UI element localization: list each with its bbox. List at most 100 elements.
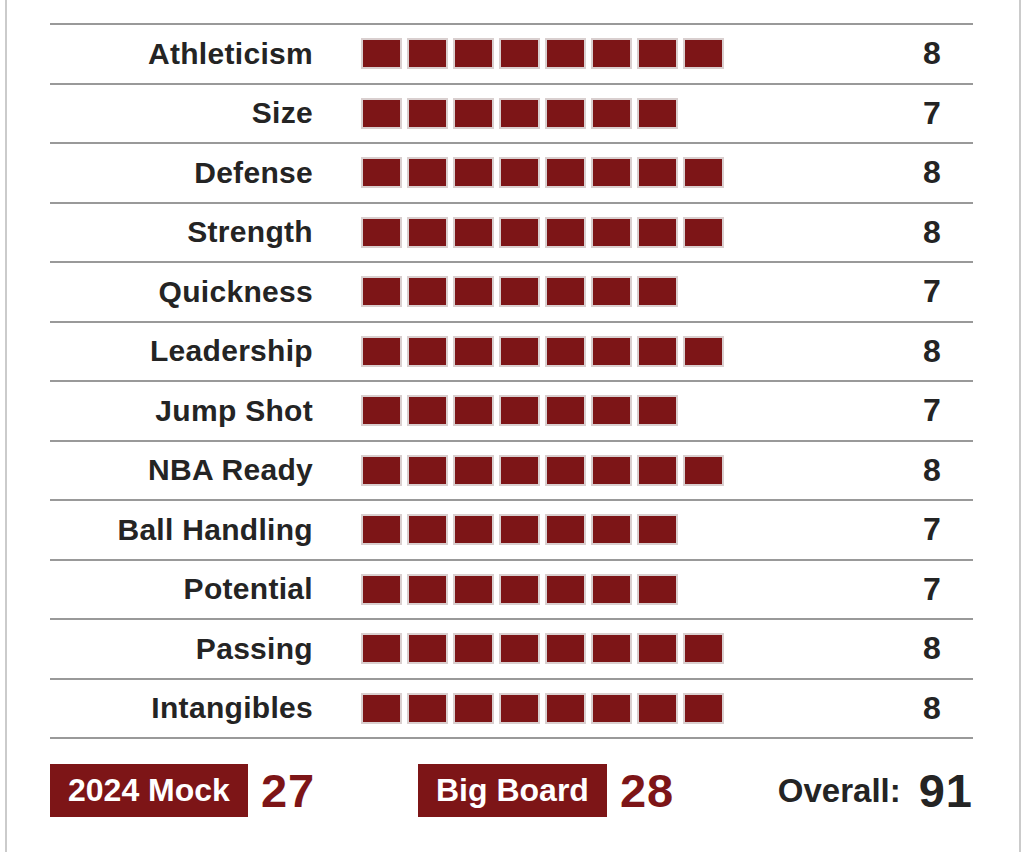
rating-label: Intangibles: [50, 691, 313, 725]
rating-block: [407, 217, 448, 248]
rating-block: [683, 38, 724, 69]
rating-block: [499, 574, 540, 605]
rating-value: 8: [907, 333, 957, 370]
rating-block: [683, 336, 724, 367]
big-board-group: Big Board 28: [418, 764, 674, 817]
rating-block: [545, 633, 586, 664]
mock-draft-group: 2024 Mock 27: [50, 764, 315, 817]
rating-block: [591, 693, 632, 724]
rating-block: [683, 157, 724, 188]
rating-label: Athleticism: [50, 37, 313, 71]
rating-block: [453, 98, 494, 129]
rating-block: [453, 455, 494, 486]
rating-value: 8: [907, 214, 957, 251]
rating-bar: [361, 455, 724, 486]
rating-block: [545, 336, 586, 367]
rating-block: [499, 276, 540, 307]
footer-summary: 2024 Mock 27 Big Board 28 Overall: 91: [50, 764, 973, 817]
card-right-edge: [1019, 0, 1021, 852]
rating-block: [407, 276, 448, 307]
rating-row: Ball Handling7: [50, 499, 973, 559]
rating-block: [499, 98, 540, 129]
rating-block: [407, 455, 448, 486]
rating-block: [591, 395, 632, 426]
rating-block: [545, 574, 586, 605]
big-board-badge: Big Board: [418, 764, 607, 817]
rating-block: [499, 38, 540, 69]
rating-block: [545, 693, 586, 724]
rating-bar: [361, 276, 678, 307]
rating-block: [499, 455, 540, 486]
rating-block: [361, 217, 402, 248]
rating-block: [361, 633, 402, 664]
rating-block: [637, 395, 678, 426]
rating-bar: [361, 633, 724, 664]
rating-label: NBA Ready: [50, 453, 313, 487]
rating-block: [499, 157, 540, 188]
rating-bar: [361, 514, 678, 545]
rating-bar: [361, 217, 724, 248]
rating-block: [361, 157, 402, 188]
rating-block: [453, 157, 494, 188]
rating-value: 8: [907, 690, 957, 727]
rating-block: [637, 38, 678, 69]
rating-block: [683, 633, 724, 664]
rating-block: [545, 276, 586, 307]
card-left-edge: [5, 0, 7, 852]
rating-block: [361, 574, 402, 605]
rating-block: [361, 395, 402, 426]
big-board-value: 28: [620, 763, 674, 818]
rating-value: 7: [907, 273, 957, 310]
rating-value: 7: [907, 571, 957, 608]
rating-block: [499, 336, 540, 367]
rating-value: 8: [907, 630, 957, 667]
rating-block: [683, 217, 724, 248]
rating-block: [545, 455, 586, 486]
rating-block: [453, 633, 494, 664]
rating-block: [545, 514, 586, 545]
rating-block: [683, 693, 724, 724]
rating-block: [637, 217, 678, 248]
rating-block: [637, 98, 678, 129]
rating-row: Athleticism8: [50, 23, 973, 83]
rating-row: Potential 7: [50, 559, 973, 619]
rating-block: [545, 157, 586, 188]
rating-block: [637, 574, 678, 605]
overall-group: Overall: 91: [778, 764, 973, 817]
rating-block: [637, 455, 678, 486]
rating-block: [499, 514, 540, 545]
rating-block: [545, 217, 586, 248]
rating-block: [453, 514, 494, 545]
rating-block: [591, 217, 632, 248]
rating-label: Defense: [50, 156, 313, 190]
rating-block: [591, 38, 632, 69]
rating-block: [545, 38, 586, 69]
rating-row: NBA Ready8: [50, 440, 973, 500]
rating-block: [407, 98, 448, 129]
rating-label: Quickness: [50, 275, 313, 309]
rating-block: [407, 514, 448, 545]
rating-block: [499, 395, 540, 426]
rating-row: Leadership8: [50, 321, 973, 381]
rating-row: Jump Shot7: [50, 380, 973, 440]
rating-block: [453, 217, 494, 248]
rating-block: [361, 514, 402, 545]
rating-block: [591, 633, 632, 664]
rating-label: Potential: [50, 572, 313, 606]
rating-block: [591, 98, 632, 129]
rating-bar: [361, 336, 724, 367]
rating-bar: [361, 693, 724, 724]
rating-block: [637, 514, 678, 545]
rating-block: [453, 395, 494, 426]
rating-block: [453, 574, 494, 605]
rating-block: [591, 276, 632, 307]
rating-row: Defense8: [50, 142, 973, 202]
rating-bar: [361, 98, 678, 129]
overall-label: Overall:: [778, 772, 901, 810]
rating-row: Strength8: [50, 202, 973, 262]
rating-block: [407, 633, 448, 664]
rating-block: [361, 98, 402, 129]
rating-block: [407, 157, 448, 188]
rating-bar: [361, 38, 724, 69]
rating-block: [591, 157, 632, 188]
